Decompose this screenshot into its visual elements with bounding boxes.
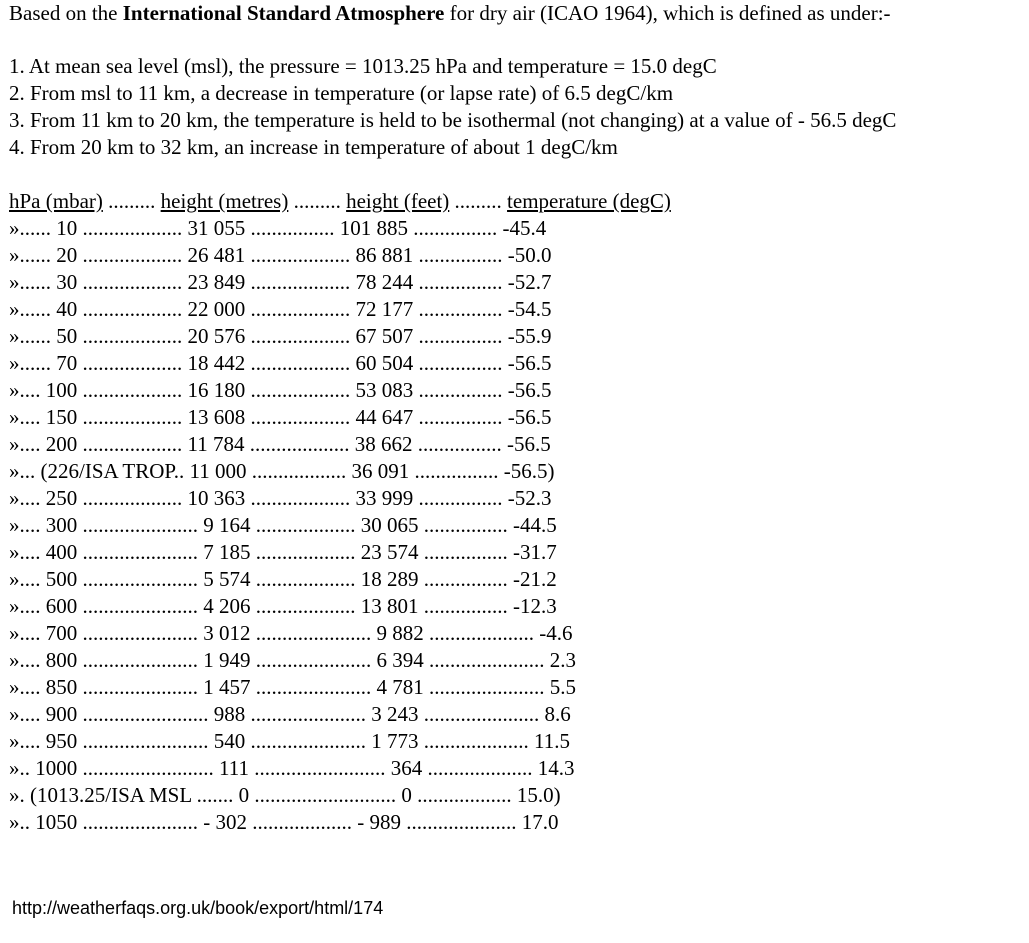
header-height-metres: height (metres) <box>160 189 289 213</box>
table-row: ». (1013.25/ISA MSL ....... 0 ..........… <box>9 783 561 807</box>
table-row: ».. 1000 ......................... 111 .… <box>9 756 575 780</box>
atmosphere-table-rows: »...... 10 ................... 31 055 ..… <box>9 215 576 836</box>
table-row: ».. 1050 ...................... - 302 ..… <box>9 810 559 834</box>
table-header: hPa (mbar) ......... height (metres) ...… <box>9 188 671 215</box>
header-separator: ......... <box>102 189 161 213</box>
intro-bold-term: International Standard Atmosphere <box>122 1 445 25</box>
header-height-feet: height (feet) <box>346 189 450 213</box>
table-row: »...... 40 ................... 22 000 ..… <box>9 297 552 321</box>
table-row: »... (226/ISA TROP.. 11 000 ............… <box>9 459 555 483</box>
header-separator: ......... <box>449 189 508 213</box>
table-row: »...... 20 ................... 26 481 ..… <box>9 243 552 267</box>
table-row: ».... 950 ........................ 540 .… <box>9 729 570 753</box>
header-hpa: hPa (mbar) <box>9 189 103 213</box>
table-row: ».... 900 ........................ 988 .… <box>9 702 571 726</box>
table-row: ».... 200 ................... 11 784 ...… <box>9 432 551 456</box>
table-row: »...... 70 ................... 18 442 ..… <box>9 351 552 375</box>
definition-item: 4. From 20 km to 32 km, an increase in t… <box>9 135 618 159</box>
header-temperature: temperature (degC) <box>507 189 671 213</box>
table-row: ».... 400 ...................... 7 185 .… <box>9 540 557 564</box>
table-row: »...... 50 ................... 20 576 ..… <box>9 324 552 348</box>
table-row: ».... 850 ...................... 1 457 .… <box>9 675 576 699</box>
table-row: ».... 700 ...................... 3 012 .… <box>9 621 573 645</box>
intro-suffix: for dry air (ICAO 1964), which is define… <box>444 1 891 25</box>
intro-prefix: Based on the <box>9 1 123 25</box>
table-row: ».... 300 ...................... 9 164 .… <box>9 513 557 537</box>
definition-item: 3. From 11 km to 20 km, the temperature … <box>9 108 897 132</box>
table-row: ».... 600 ...................... 4 206 .… <box>9 594 557 618</box>
intro-paragraph: Based on the International Standard Atmo… <box>9 0 891 27</box>
table-row: ».... 100 ................... 16 180 ...… <box>9 378 552 402</box>
table-row: »...... 30 ................... 23 849 ..… <box>9 270 552 294</box>
table-row: ».... 800 ...................... 1 949 .… <box>9 648 576 672</box>
header-separator: ......... <box>288 189 347 213</box>
definition-item: 2. From msl to 11 km, a decrease in temp… <box>9 81 674 105</box>
definition-item: 1. At mean sea level (msl), the pressure… <box>9 54 717 78</box>
table-row: »...... 10 ................... 31 055 ..… <box>9 216 547 240</box>
table-row: ».... 500 ...................... 5 574 .… <box>9 567 557 591</box>
table-row: ».... 150 ................... 13 608 ...… <box>9 405 552 429</box>
source-url: http://weatherfaqs.org.uk/book/export/ht… <box>12 898 384 918</box>
table-row: ».... 250 ................... 10 363 ...… <box>9 486 552 510</box>
